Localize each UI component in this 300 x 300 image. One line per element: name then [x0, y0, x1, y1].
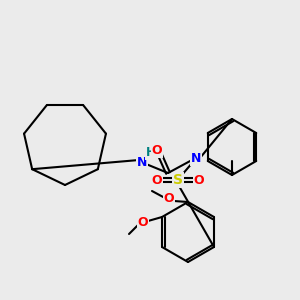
Text: O: O: [194, 173, 204, 187]
Text: H: H: [146, 146, 156, 160]
Text: N: N: [137, 157, 147, 169]
Text: O: O: [138, 217, 148, 230]
Text: N: N: [191, 152, 201, 164]
Text: O: O: [164, 193, 174, 206]
Text: S: S: [173, 173, 183, 187]
Text: O: O: [152, 173, 162, 187]
Text: O: O: [152, 143, 162, 157]
